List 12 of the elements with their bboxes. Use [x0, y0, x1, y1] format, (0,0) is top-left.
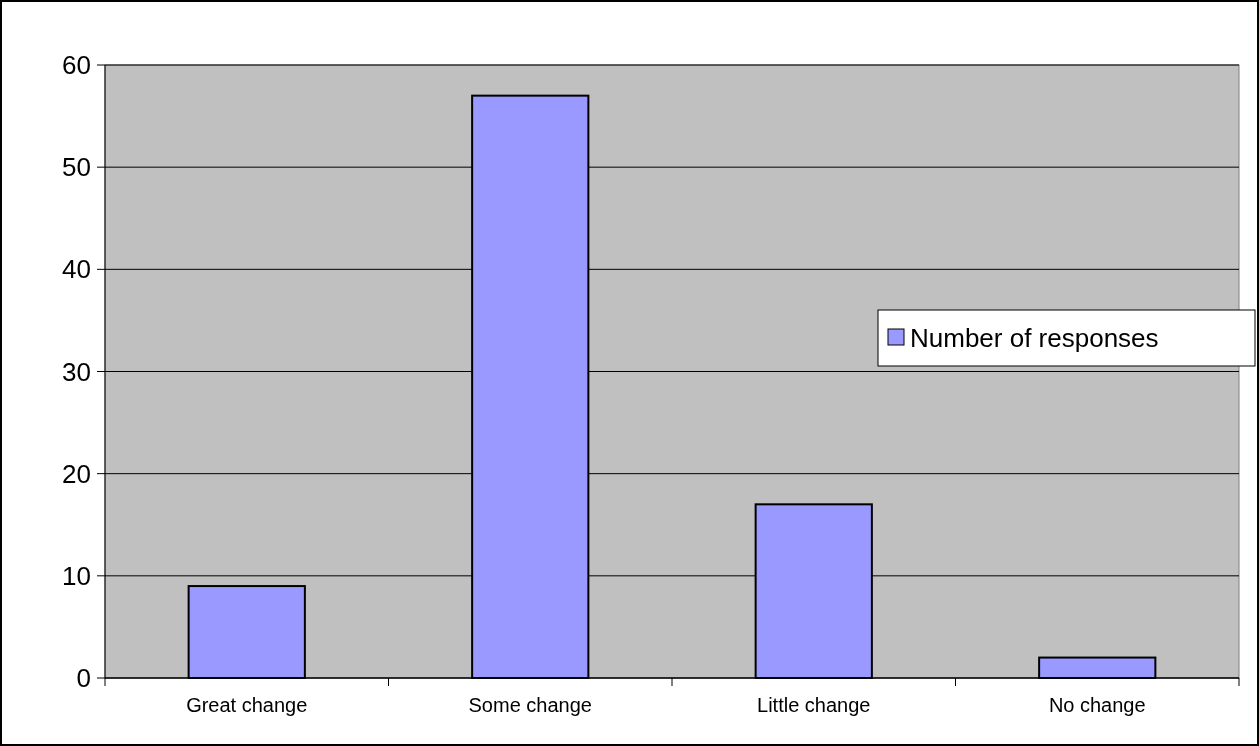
y-tick-label: 50 — [62, 152, 91, 183]
x-tick-label: Little change — [757, 694, 871, 716]
y-tick-label: 0 — [76, 663, 91, 694]
y-tick-label: 60 — [62, 50, 91, 81]
x-tick-label: No change — [1048, 694, 1146, 716]
y-tick-label: 30 — [62, 356, 91, 387]
y-tick-label: 40 — [62, 254, 91, 285]
y-tick-label: 10 — [62, 560, 91, 591]
y-tick-label: 20 — [62, 458, 91, 489]
x-tick-label: Some change — [468, 694, 592, 716]
x-tick-label: Great change — [186, 694, 308, 716]
legend-label: Number of responses — [910, 323, 1159, 354]
